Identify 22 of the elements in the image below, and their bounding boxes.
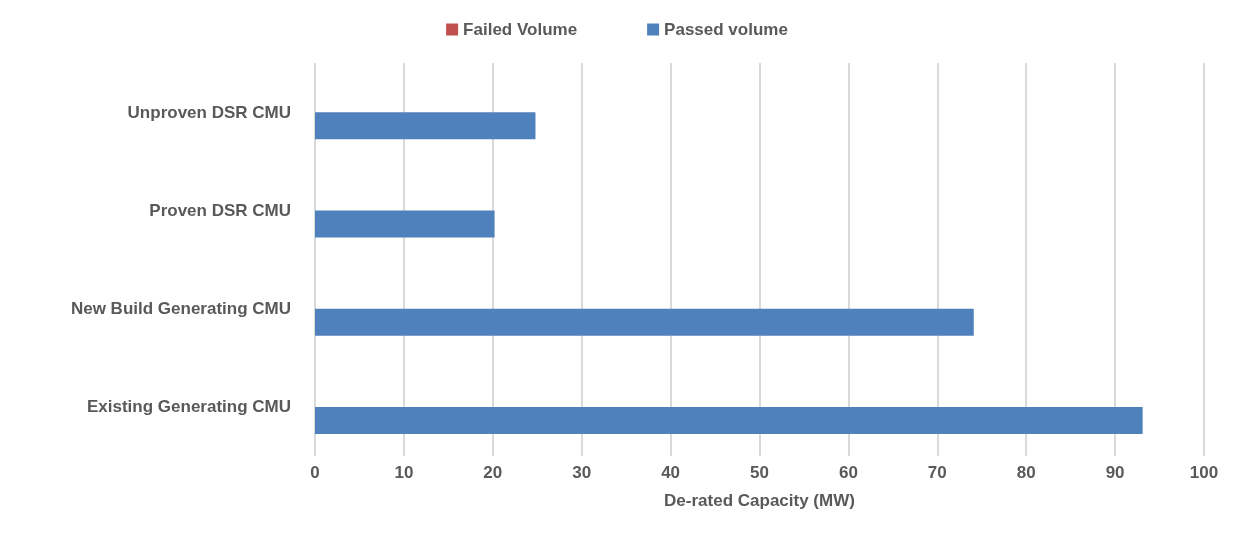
y-tick-label: New Build Generating CMU xyxy=(70,299,291,319)
legend-label: Failed Volume xyxy=(463,20,578,39)
x-tick-label: 50 xyxy=(750,463,769,482)
y-tick-label: Proven DSR CMU xyxy=(149,200,291,220)
x-tick-label: 20 xyxy=(483,463,503,482)
bar xyxy=(315,406,1143,434)
x-tick-label: 0 xyxy=(310,463,320,482)
x-tick-label: 70 xyxy=(927,463,947,482)
x-tick-label: 60 xyxy=(838,463,858,482)
x-tick-label: 10 xyxy=(394,463,414,482)
legend-label: Passed volume xyxy=(664,20,788,39)
x-axis-title: De-rated Capacity (MW) xyxy=(664,491,855,510)
x-tick-label: 90 xyxy=(1105,463,1125,482)
y-tick-label: Unproven DSR CMU xyxy=(127,102,291,122)
bar xyxy=(315,210,495,238)
x-tick-label: 100 xyxy=(1189,463,1219,482)
y-tick-label: Existing Generating CMU xyxy=(86,397,291,417)
bar xyxy=(315,308,974,336)
x-tick-label: 80 xyxy=(1016,463,1036,482)
x-tick-label: 40 xyxy=(661,463,681,482)
bar xyxy=(315,112,536,140)
x-tick-label: 30 xyxy=(572,463,592,482)
